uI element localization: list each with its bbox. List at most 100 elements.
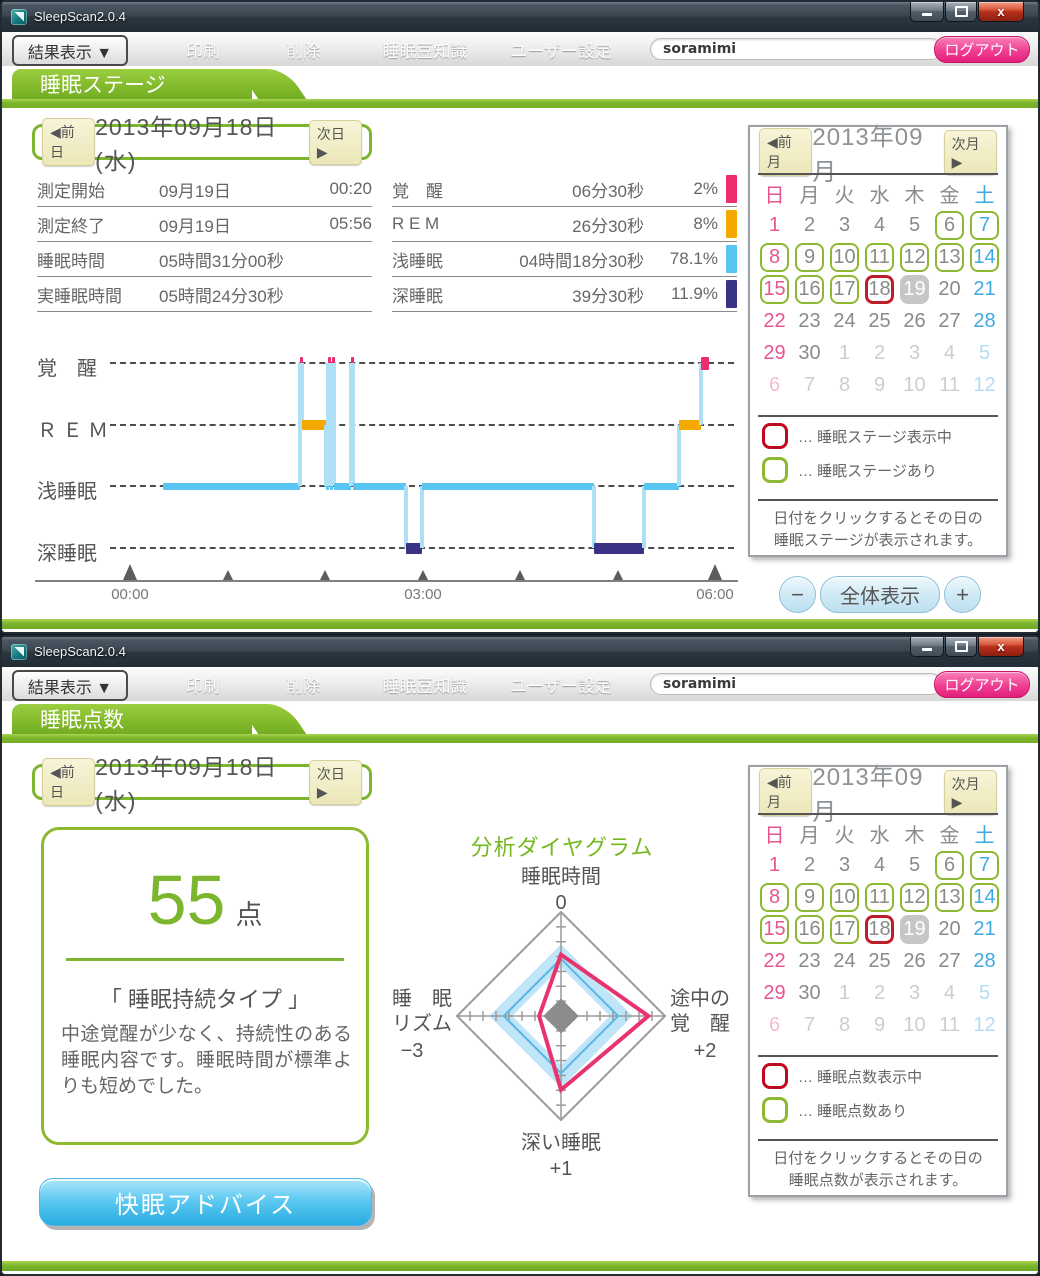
calendar-day-8[interactable]: 8 [838, 374, 851, 396]
calendar-day-1[interactable]: 1 [768, 214, 781, 236]
calendar-day-5[interactable]: 5 [978, 342, 991, 364]
prev-month-button[interactable]: ◀前月 [759, 768, 813, 816]
calendar-day-17[interactable]: 17 [830, 915, 859, 944]
calendar-day-8[interactable]: 8 [760, 243, 789, 272]
calendar-day-6[interactable]: 6 [768, 1014, 781, 1036]
calendar-day-14[interactable]: 14 [970, 243, 999, 272]
calendar-day-26[interactable]: 26 [903, 310, 926, 332]
calendar-day-10[interactable]: 10 [903, 374, 926, 396]
calendar-day-26[interactable]: 26 [903, 950, 926, 972]
results-dropdown-button[interactable]: 結果表示 ▼ [12, 35, 128, 66]
calendar-day-16[interactable]: 16 [795, 915, 824, 944]
calendar-day-13[interactable]: 13 [935, 243, 964, 272]
calendar-day-27[interactable]: 27 [938, 950, 961, 972]
calendar-day-9[interactable]: 9 [795, 243, 824, 272]
menu-delete[interactable]: 削除 [286, 676, 320, 696]
calendar-day-7[interactable]: 7 [803, 374, 816, 396]
calendar-day-10[interactable]: 10 [903, 1014, 926, 1036]
calendar-day-4[interactable]: 4 [943, 982, 956, 1004]
calendar-day-4[interactable]: 4 [943, 342, 956, 364]
menu-delete[interactable]: 削除 [286, 41, 320, 61]
username-input[interactable] [650, 38, 942, 60]
tab-sleep-stage[interactable]: 睡眠ステージ [12, 69, 252, 99]
calendar-day-3[interactable]: 3 [838, 214, 851, 236]
prev-month-button[interactable]: ◀前月 [759, 128, 813, 176]
calendar-day-15[interactable]: 15 [760, 275, 789, 304]
calendar-day-9[interactable]: 9 [873, 1014, 886, 1036]
close-button[interactable]: x [978, 637, 1024, 657]
calendar-day-19[interactable]: 19 [900, 275, 929, 304]
next-day-button[interactable]: 次日▶ [308, 759, 362, 805]
calendar-day-11[interactable]: 11 [865, 243, 894, 272]
calendar-day-28[interactable]: 28 [973, 310, 996, 332]
calendar-day-13[interactable]: 13 [935, 883, 964, 912]
calendar-day-30[interactable]: 30 [798, 342, 821, 364]
calendar-day-1[interactable]: 1 [838, 982, 851, 1004]
calendar-day-29[interactable]: 29 [763, 982, 786, 1004]
calendar-day-12[interactable]: 12 [973, 374, 996, 396]
maximize-button[interactable] [945, 637, 977, 657]
calendar-day-21[interactable]: 21 [973, 918, 996, 940]
full-view-button[interactable]: 全体表示 [820, 576, 940, 613]
calendar-day-7[interactable]: 7 [803, 1014, 816, 1036]
calendar-day-10[interactable]: 10 [830, 243, 859, 272]
calendar-day-24[interactable]: 24 [833, 310, 856, 332]
calendar-day-3[interactable]: 3 [908, 342, 921, 364]
menu-print[interactable]: 印刷 [186, 676, 220, 696]
calendar-day-15[interactable]: 15 [760, 915, 789, 944]
logout-button[interactable]: ログアウト [934, 671, 1030, 698]
minimize-button[interactable] [910, 637, 944, 657]
calendar-day-5[interactable]: 5 [978, 982, 991, 1004]
calendar-day-2[interactable]: 2 [803, 854, 816, 876]
prev-day-button[interactable]: ◀前日 [42, 118, 96, 166]
calendar-day-7[interactable]: 7 [970, 851, 999, 880]
calendar-day-4[interactable]: 4 [873, 214, 886, 236]
calendar-day-25[interactable]: 25 [868, 310, 891, 332]
calendar-day-2[interactable]: 2 [803, 214, 816, 236]
calendar-day-4[interactable]: 4 [873, 854, 886, 876]
calendar-day-19[interactable]: 19 [900, 915, 929, 944]
calendar-day-11[interactable]: 11 [939, 1014, 960, 1036]
calendar-day-3[interactable]: 3 [838, 854, 851, 876]
tab-sleep-score[interactable]: 睡眠点数 [12, 704, 252, 734]
calendar-day-21[interactable]: 21 [973, 278, 996, 300]
calendar-day-2[interactable]: 2 [873, 982, 886, 1004]
next-month-button[interactable]: 次月▶ [943, 129, 997, 175]
calendar-day-11[interactable]: 11 [865, 883, 894, 912]
title-bar[interactable]: SleepScan2.0.4 x [2, 637, 1038, 668]
calendar-day-12[interactable]: 12 [973, 1014, 996, 1036]
calendar-day-23[interactable]: 23 [798, 950, 821, 972]
calendar-day-10[interactable]: 10 [830, 883, 859, 912]
zoom-in-button[interactable]: + [944, 576, 981, 613]
calendar-day-1[interactable]: 1 [838, 342, 851, 364]
calendar-day-9[interactable]: 9 [795, 883, 824, 912]
calendar-day-14[interactable]: 14 [970, 883, 999, 912]
calendar-day-5[interactable]: 5 [908, 214, 921, 236]
next-day-button[interactable]: 次日▶ [308, 119, 362, 165]
zoom-out-button[interactable]: − [779, 576, 816, 613]
calendar-day-12[interactable]: 12 [900, 883, 929, 912]
calendar-day-22[interactable]: 22 [763, 950, 786, 972]
calendar-day-27[interactable]: 27 [938, 310, 961, 332]
calendar-day-30[interactable]: 30 [798, 982, 821, 1004]
calendar-day-25[interactable]: 25 [868, 950, 891, 972]
calendar-day-20[interactable]: 20 [938, 278, 961, 300]
prev-day-button[interactable]: ◀前日 [42, 758, 96, 806]
calendar-day-3[interactable]: 3 [908, 982, 921, 1004]
calendar-day-28[interactable]: 28 [973, 950, 996, 972]
calendar-day-6[interactable]: 6 [768, 374, 781, 396]
menu-sleep-tips[interactable]: 睡眠豆知識 [382, 41, 468, 61]
calendar-day-7[interactable]: 7 [970, 211, 999, 240]
close-button[interactable]: x [978, 2, 1024, 22]
next-month-button[interactable]: 次月▶ [943, 769, 997, 815]
calendar-day-12[interactable]: 12 [900, 243, 929, 272]
menu-sleep-tips[interactable]: 睡眠豆知識 [382, 676, 468, 696]
title-bar[interactable]: SleepScan2.0.4 x [2, 2, 1038, 33]
menu-user-settings[interactable]: ユーザー設定 [510, 676, 612, 696]
maximize-button[interactable] [945, 2, 977, 22]
calendar-day-5[interactable]: 5 [908, 854, 921, 876]
results-dropdown-button[interactable]: 結果表示 ▼ [12, 670, 128, 701]
calendar-day-20[interactable]: 20 [938, 918, 961, 940]
minimize-button[interactable] [910, 2, 944, 22]
calendar-day-23[interactable]: 23 [798, 310, 821, 332]
